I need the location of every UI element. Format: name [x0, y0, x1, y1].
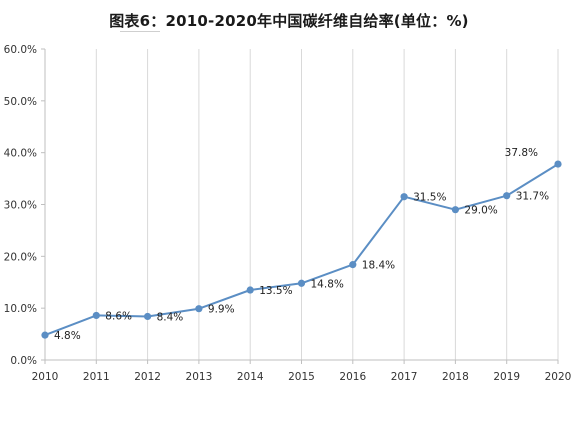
y-tick-label: 20.0%	[4, 251, 37, 263]
y-tick-label: 60.0%	[4, 44, 37, 56]
data-point	[451, 206, 459, 214]
data-point	[92, 311, 100, 320]
data-point	[503, 192, 511, 200]
title-underline	[120, 31, 160, 32]
y-tick-label: 30.0%	[4, 200, 37, 212]
x-tick-label: 2020	[545, 371, 572, 383]
data-point	[297, 279, 306, 287]
data-label: 37.8%	[505, 147, 538, 159]
x-tick-label: 2013	[186, 371, 213, 383]
y-tick-label: 40.0%	[4, 148, 37, 160]
data-label: 8.4%	[157, 311, 184, 323]
data-label: 18.4%	[362, 260, 395, 272]
x-tick-label: 2015	[288, 371, 315, 383]
x-tick-label: 2017	[391, 371, 418, 383]
data-point	[144, 312, 152, 321]
x-tick-label: 2012	[134, 371, 161, 383]
x-tick-label: 2016	[339, 371, 366, 383]
y-tick-label: 0.0%	[10, 355, 37, 367]
x-tick-label: 2018	[442, 371, 469, 383]
y-tick-label: 50.0%	[4, 96, 37, 108]
data-point	[195, 305, 203, 313]
chart-title: 图表6：2010-2020年中国碳纤维自给率(单位：%)	[109, 12, 469, 30]
data-label: 14.8%	[311, 278, 344, 290]
data-label: 31.5%	[413, 192, 446, 204]
data-label: 4.8%	[54, 330, 81, 342]
x-tick-label: 2014	[237, 371, 264, 383]
data-point	[349, 261, 357, 269]
data-label: 8.6%	[105, 310, 132, 322]
data-point	[41, 331, 49, 339]
data-label: 13.5%	[259, 285, 292, 297]
data-point	[246, 286, 254, 294]
data-label: 31.7%	[516, 191, 549, 203]
data-point	[400, 193, 408, 201]
x-tick-label: 2019	[493, 371, 520, 383]
y-tick-label: 10.0%	[4, 303, 37, 315]
x-tick-label: 2011	[83, 371, 110, 383]
data-label: 29.0%	[464, 205, 497, 217]
data-label: 9.9%	[208, 304, 235, 316]
x-tick-label: 2010	[32, 371, 59, 383]
data-point	[554, 160, 562, 168]
